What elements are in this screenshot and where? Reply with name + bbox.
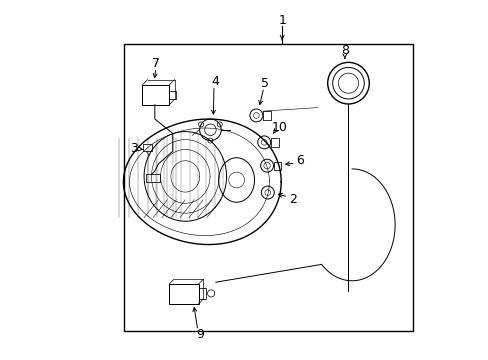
Text: 7: 7 [152,57,160,70]
Text: 2: 2 [288,193,296,206]
Text: 5: 5 [261,77,269,90]
Text: 9: 9 [196,328,203,341]
Text: 8: 8 [340,44,348,57]
Text: 10: 10 [271,121,287,134]
Text: 3: 3 [130,142,138,155]
Text: 6: 6 [296,154,304,167]
Text: 1: 1 [278,14,285,27]
Text: 4: 4 [211,75,219,88]
